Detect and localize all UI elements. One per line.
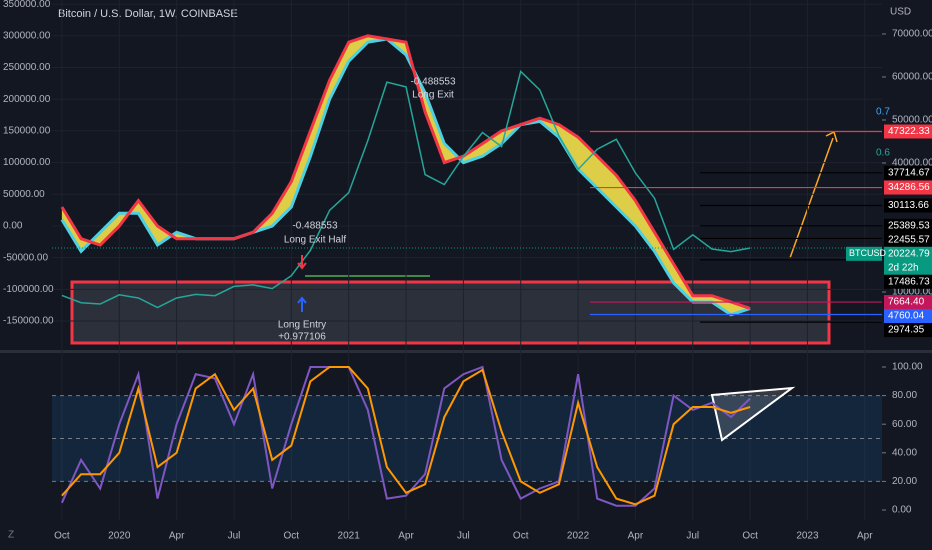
annotation: -0.488553 bbox=[410, 77, 455, 88]
y-tick-label: 100000.00 bbox=[3, 157, 51, 168]
series-line bbox=[60, 34, 751, 310]
x-tick-label: Oct bbox=[54, 531, 70, 542]
zone-box bbox=[70, 280, 831, 345]
annotation: Long Entry bbox=[278, 320, 326, 331]
x-tick-label: Apr bbox=[857, 531, 873, 542]
x-tick-label: Apr bbox=[169, 531, 185, 542]
cloud-fill bbox=[61, 35, 751, 315]
x-tick-label: 2023 bbox=[796, 531, 819, 542]
symbol-box bbox=[846, 246, 882, 261]
series-line bbox=[60, 37, 751, 317]
annotation: -0.488553 bbox=[292, 221, 337, 232]
x-tick-label: Oct bbox=[284, 531, 300, 542]
y-tick-label: 300000.00 bbox=[3, 30, 51, 41]
y-tick-label: 80.00 bbox=[892, 390, 917, 401]
y2-tick-label: 10000.00 bbox=[892, 287, 932, 298]
x-tick-label: 2022 bbox=[567, 531, 590, 542]
price-label: 37714.67 bbox=[888, 167, 930, 178]
symbol-label: BTCUSD bbox=[849, 248, 887, 258]
y-tick-label: 100.00 bbox=[892, 362, 923, 373]
icon: Z bbox=[8, 530, 14, 541]
y-tick-label: 0.00 bbox=[892, 505, 912, 516]
price-label-box bbox=[884, 295, 932, 310]
y-tick-label: 150000.00 bbox=[3, 126, 51, 137]
x-tick-label: 2021 bbox=[338, 531, 361, 542]
price-label: 17486.73 bbox=[888, 276, 930, 287]
y-tick-label: -150000.00 bbox=[3, 316, 54, 327]
fib-label: 0.7 bbox=[876, 107, 890, 118]
price-label-box bbox=[884, 232, 932, 247]
series-line bbox=[61, 69, 751, 309]
price-label-box bbox=[884, 246, 932, 275]
price-label: 2974.35 bbox=[888, 325, 925, 336]
y-tick-label: 250000.00 bbox=[3, 62, 51, 73]
y-tick-label: -100000.00 bbox=[3, 284, 54, 295]
price-label: 20224.79 bbox=[888, 248, 930, 259]
y-tick-label: 200000.00 bbox=[3, 94, 51, 105]
y2-tick-label: 70000.00 bbox=[892, 29, 932, 40]
price-label: 30113.66 bbox=[888, 200, 929, 211]
price-label-box bbox=[884, 165, 932, 180]
price-label: 25389.53 bbox=[888, 220, 930, 231]
x-tick-label: Apr bbox=[628, 531, 644, 542]
price-label: 47322.33 bbox=[888, 126, 930, 137]
annotation: Long Exit Half bbox=[284, 235, 346, 246]
price-label-box bbox=[884, 274, 932, 289]
axis-unit: USD bbox=[890, 7, 911, 18]
fib-label: 0.6 bbox=[876, 148, 890, 159]
price-label-box bbox=[884, 124, 932, 139]
pane-divider bbox=[0, 350, 932, 353]
x-tick-label: Apr bbox=[398, 531, 414, 542]
price-label-box bbox=[884, 218, 932, 233]
y-tick-label: 60.00 bbox=[892, 419, 917, 430]
annotation: +0.977106 bbox=[278, 332, 326, 343]
price-label-box bbox=[884, 323, 932, 338]
price-label: 34286.56 bbox=[888, 182, 930, 193]
y-tick-label: 40.00 bbox=[892, 447, 917, 458]
price-label-box bbox=[884, 180, 932, 195]
y-tick-label: -50000.00 bbox=[3, 252, 48, 263]
signal-arrow bbox=[297, 296, 307, 312]
arrow bbox=[789, 137, 834, 259]
y-tick-label: 20.00 bbox=[892, 476, 917, 487]
chart-title: Bitcoin / U.S. Dollar, 1W, COINBASE bbox=[58, 8, 238, 20]
x-tick-label: Jul bbox=[457, 531, 470, 542]
x-tick-label: 2020 bbox=[108, 531, 131, 542]
price-label: 7664.40 bbox=[888, 297, 925, 308]
y2-tick-label: 60000.00 bbox=[892, 72, 932, 83]
annotation: Long Exit bbox=[412, 90, 454, 101]
price-label-box bbox=[884, 309, 932, 324]
triangle-drawing bbox=[710, 386, 796, 442]
y-tick-label: 50000.00 bbox=[3, 189, 45, 200]
countdown-label: 2d 22h bbox=[888, 262, 919, 273]
x-tick-label: Oct bbox=[742, 531, 758, 542]
price-label: 4760.04 bbox=[888, 311, 925, 322]
y2-tick-label: 40000.00 bbox=[892, 158, 932, 169]
price-label-box bbox=[884, 198, 932, 213]
y2-tick-label: 50000.00 bbox=[892, 115, 932, 126]
series-line bbox=[60, 365, 751, 507]
y-tick-label: 0.00 bbox=[3, 221, 23, 232]
x-tick-label: Oct bbox=[513, 531, 529, 542]
x-tick-label: Jul bbox=[228, 531, 241, 542]
price-label: 22455.57 bbox=[888, 234, 930, 245]
y-tick-label: 350000.00 bbox=[3, 0, 51, 10]
signal-arrow bbox=[297, 255, 307, 270]
x-tick-label: Jul bbox=[686, 531, 699, 542]
series-line bbox=[61, 366, 751, 506]
